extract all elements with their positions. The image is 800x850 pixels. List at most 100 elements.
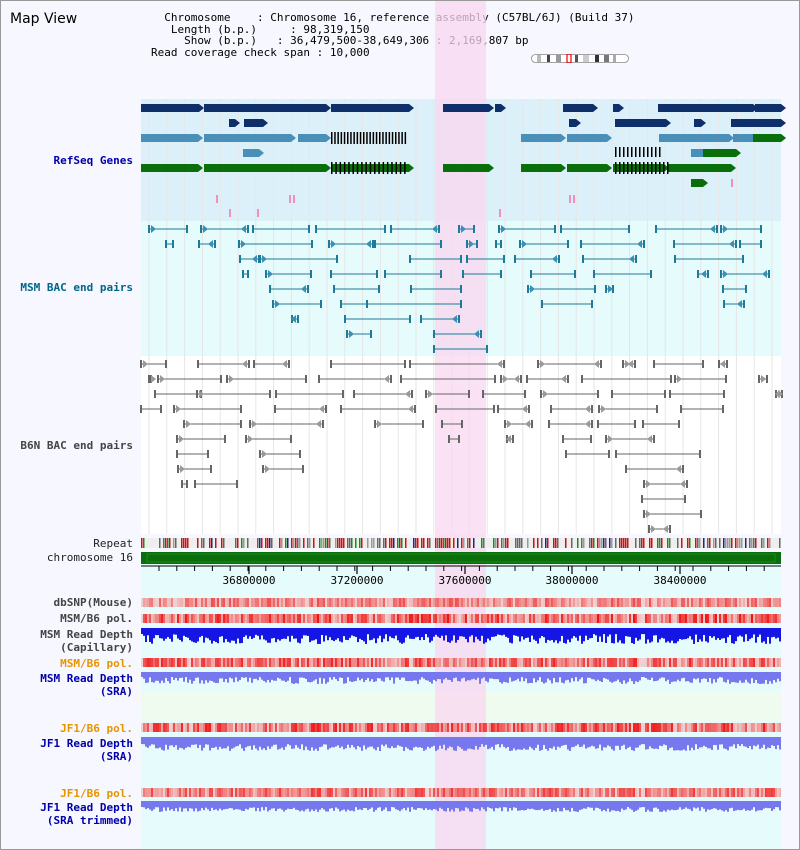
polymorphism-cell — [543, 723, 545, 732]
repeat-element — [325, 538, 327, 548]
depth-bar — [673, 628, 675, 644]
depth-bar — [645, 801, 647, 812]
b6n-pair-end — [718, 360, 720, 368]
depth-bar — [145, 801, 147, 810]
track-label-msm-pol-1[interactable]: MSM/B6 pol. — [60, 612, 133, 625]
polymorphism-cell — [261, 614, 263, 623]
msm-pair-end — [591, 300, 593, 308]
polymorphism-cell — [267, 658, 269, 667]
gene-arrow — [326, 104, 331, 112]
track-label-jf1-depth-sra[interactable]: JF1 Read Depth — [40, 737, 133, 750]
depth-bar — [511, 672, 513, 682]
chromosome-ideogram[interactable] — [531, 54, 629, 63]
track-label-refseq[interactable]: RefSeq Genes — [53, 154, 133, 167]
polymorphism-cell — [691, 788, 693, 797]
b6n-bac-track[interactable] — [140, 360, 783, 533]
track-label-msm-bac[interactable]: MSM BAC end pairs — [20, 281, 133, 294]
depth-bar — [451, 801, 453, 810]
msm-pair-arrow — [275, 300, 280, 308]
pink-mark — [573, 195, 575, 203]
depth-bar — [701, 737, 703, 748]
repeat-track[interactable] — [141, 538, 781, 548]
track-label-jf1-pol-1[interactable]: JF1/B6 pol. — [60, 722, 133, 735]
polymorphism-cell — [287, 788, 289, 797]
repeat-element — [241, 538, 243, 548]
polymorphism-cell — [351, 614, 353, 623]
depth-bar — [217, 737, 219, 750]
depth-bar — [627, 628, 629, 637]
polymorphism-cell — [437, 614, 439, 623]
msm-pair-end — [460, 255, 462, 263]
depth-bar — [739, 628, 741, 636]
track-label-msm-depth-cap[interactable]: MSM Read Depth — [40, 628, 133, 641]
track-label-msm-pol-2[interactable]: MSM/B6 pol. — [60, 657, 133, 670]
depth-bar — [547, 672, 549, 679]
track-label-b6n-bac[interactable]: B6N BAC end pairs — [20, 439, 133, 452]
polymorphism-cell — [499, 723, 501, 732]
polymorphism-cell — [305, 723, 307, 732]
depth-bar — [339, 737, 341, 748]
gene-feature — [658, 104, 753, 112]
polymorphism-cell — [657, 598, 659, 607]
depth-bar — [469, 801, 471, 812]
polymorphism-cell — [325, 788, 327, 797]
b6n-pair-end — [682, 465, 684, 473]
repeat-element — [443, 538, 445, 548]
depth-bar — [155, 628, 157, 636]
polymorphism-cell — [217, 723, 219, 732]
polymorphism-cell — [711, 658, 713, 667]
depth-bar — [415, 672, 417, 681]
track-label-chromosome[interactable]: chromosome 16 — [46, 551, 133, 564]
depth-bar — [527, 737, 529, 750]
depth-bar — [605, 801, 607, 812]
polymorphism-cell — [711, 723, 713, 732]
depth-bar — [467, 672, 469, 681]
track-label-repeat[interactable]: Repeat — [93, 537, 133, 550]
depth-bar — [677, 737, 679, 751]
msm-pair-arrow — [252, 255, 257, 263]
depth-bar — [159, 737, 161, 748]
depth-bar — [159, 628, 161, 639]
depth-bar — [507, 672, 509, 683]
track-label-jf1-pol-2[interactable]: JF1/B6 pol. — [60, 787, 133, 800]
polymorphism-cell — [329, 598, 331, 607]
polymorphism-cell — [563, 614, 565, 623]
depth-bar — [339, 672, 341, 678]
repeat-element — [467, 538, 469, 548]
depth-bar — [323, 628, 325, 642]
depth-bar — [405, 801, 407, 811]
repeat-element — [635, 538, 637, 548]
msm-bac-track[interactable] — [148, 225, 770, 353]
depth-bar — [199, 628, 201, 638]
polymorphism-cell — [275, 788, 277, 797]
polymorphism-cell — [245, 723, 247, 732]
chromosome-track[interactable] — [141, 552, 781, 564]
depth-bar — [145, 737, 147, 747]
repeat-element — [667, 538, 669, 548]
polymorphism-cell — [267, 723, 269, 732]
refseq-gene-track[interactable] — [141, 104, 786, 217]
polymorphism-cell — [435, 614, 437, 623]
repeat-element — [389, 538, 391, 548]
msm-pair-end — [514, 255, 516, 263]
b6n-pair-end — [299, 450, 301, 458]
polymorphism-cell — [511, 788, 513, 797]
polymorphism-tracks[interactable] — [141, 598, 781, 812]
msm-pair-end — [635, 255, 637, 263]
gene-arrow — [291, 134, 296, 142]
track-label-jf1-depth-trim[interactable]: JF1 Read Depth — [40, 801, 133, 814]
depth-bar — [359, 801, 361, 810]
polymorphism-cell — [597, 788, 599, 797]
depth-bar — [655, 672, 657, 681]
depth-bar — [243, 672, 245, 678]
vertical-gridlines — [148, 99, 773, 534]
polymorphism-cell — [367, 658, 369, 667]
b6n-pair-end — [686, 480, 688, 488]
track-label-dbsnp[interactable]: dbSNP(Mouse) — [53, 596, 133, 609]
msm-pair-end — [558, 255, 560, 263]
depth-bar — [401, 737, 403, 747]
depth-bar — [233, 672, 235, 683]
polymorphism-cell — [157, 658, 159, 667]
polymorphism-cell — [277, 723, 279, 732]
track-label-msm-depth-sra[interactable]: MSM Read Depth — [40, 672, 133, 685]
